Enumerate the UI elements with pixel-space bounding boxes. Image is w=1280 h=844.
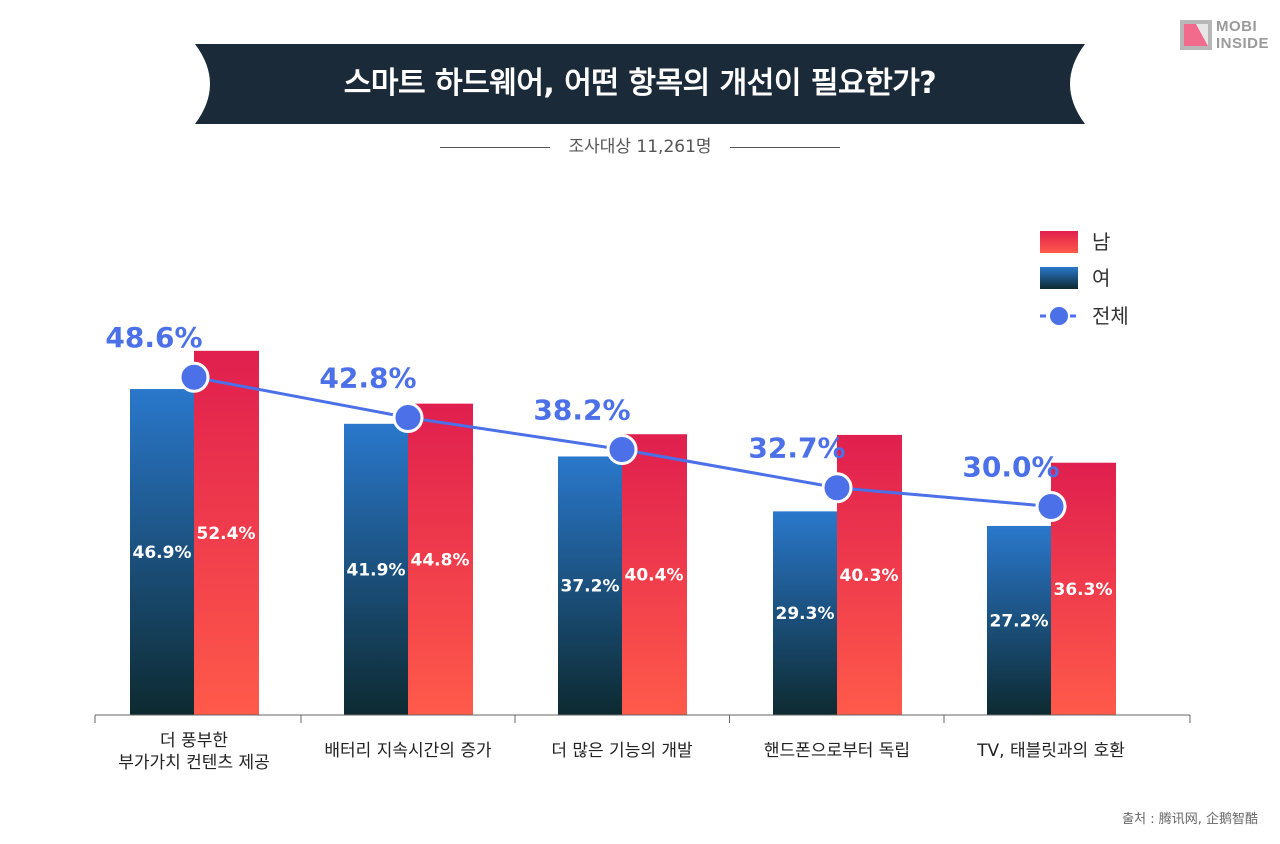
legend-swatch-total: [1040, 307, 1078, 325]
bar-label-female-1: 41.9%: [347, 560, 406, 580]
bar-label-male-0: 52.4%: [197, 524, 256, 544]
category-label-0: 더 풍부한 부가가치 컨텐츠 제공: [118, 731, 270, 773]
category-label-line-4-0: TV, 태블릿과의 호환: [976, 741, 1125, 761]
category-label-4: TV, 태블릿과의 호환: [976, 741, 1125, 761]
bar-male-2: [622, 434, 687, 715]
legend-item-total: 전체: [1040, 302, 1180, 330]
bar-label-female-3: 29.3%: [776, 604, 835, 624]
bar-label-female-0: 46.9%: [133, 543, 192, 563]
logo-line-2: INSIDE: [1216, 35, 1270, 52]
logo-line-1: MOBI: [1216, 18, 1258, 35]
bar-female-1: [344, 423, 408, 715]
category-label-line-0-1: 부가가치 컨텐츠 제공: [118, 753, 270, 773]
category-label-3: 핸드폰으로부터 독립: [764, 741, 910, 761]
subtitle-rule-right: [730, 147, 840, 148]
legend-label-male: 남: [1092, 230, 1111, 254]
subtitle-rule-left: [440, 147, 550, 148]
total-label-1: 42.8%: [319, 362, 416, 395]
bar-female-2: [558, 456, 622, 715]
chart-legend: 남 여 전체: [1040, 228, 1180, 338]
category-label-line-1-0: 배터리 지속시간의 증가: [324, 741, 492, 761]
total-label-2: 38.2%: [533, 394, 630, 427]
total-label-3: 32.7%: [748, 432, 845, 465]
total-label-0: 48.6%: [105, 321, 202, 354]
total-point-0: [178, 361, 210, 393]
bar-label-male-4: 36.3%: [1054, 580, 1113, 600]
bar-label-male-2: 40.4%: [625, 566, 684, 586]
category-label-line-0-0: 더 풍부한: [160, 731, 228, 751]
subtitle-row: 조사대상 11,261명: [440, 134, 840, 160]
bar-label-female-4: 27.2%: [990, 611, 1049, 631]
total-point-3: [821, 472, 853, 504]
total-label-4: 30.0%: [962, 451, 1059, 484]
bar-label-male-1: 44.8%: [411, 550, 470, 570]
logo-mark-icon: [1180, 20, 1212, 50]
title-banner: 스마트 하드웨어, 어떤 항목의 개선이 필요한가?: [195, 44, 1085, 124]
bar-female-4: [987, 525, 1051, 715]
source-credit: 출처 : 腾讯网, 企鹅智酷: [1122, 812, 1258, 827]
total-point-4: [1035, 491, 1067, 522]
bar-male-0: [194, 350, 259, 715]
total-point-1: [392, 402, 424, 434]
legend-item-male: 남: [1040, 228, 1180, 256]
legend-swatch-female: [1040, 267, 1078, 289]
bar-male-1: [408, 403, 473, 715]
bar-label-male-3: 40.3%: [840, 566, 899, 586]
total-point-2: [606, 434, 638, 466]
bar-female-0: [130, 389, 194, 715]
bar-female-3: [773, 511, 837, 715]
legend-label-total: 전체: [1092, 304, 1129, 328]
category-label-2: 더 많은 기능의 개발: [551, 741, 693, 761]
title-banner-shape: [195, 44, 1085, 124]
mobi-inside-logo: MOBI INSIDE: [1180, 18, 1270, 58]
page-title: 스마트 하드웨어, 어떤 항목의 개선이 필요한가?: [343, 66, 937, 101]
category-label-line-2-0: 더 많은 기능의 개발: [551, 741, 693, 761]
bar-label-female-2: 37.2%: [561, 577, 620, 597]
legend-label-female: 여: [1092, 266, 1111, 290]
category-label-1: 배터리 지속시간의 증가: [324, 741, 492, 761]
legend-swatch-male: [1040, 231, 1078, 253]
legend-item-female: 여: [1040, 264, 1180, 292]
category-label-line-3-0: 핸드폰으로부터 독립: [764, 741, 910, 761]
survey-size-label: 조사대상 11,261명: [568, 137, 712, 157]
